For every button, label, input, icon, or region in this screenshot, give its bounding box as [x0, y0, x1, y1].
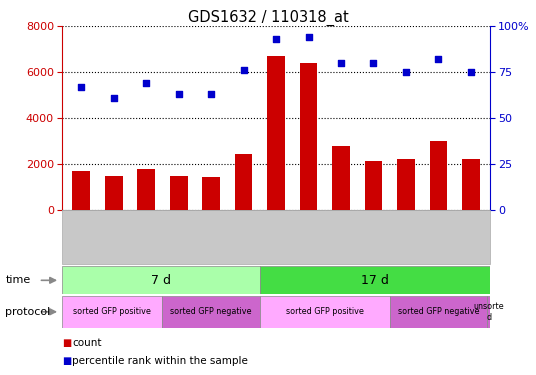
Text: GSM43203: GSM43203 — [109, 214, 118, 263]
Text: 17 d: 17 d — [361, 274, 389, 287]
Text: ■: ■ — [62, 356, 71, 366]
Point — [337, 60, 345, 66]
Bar — [162, 296, 260, 328]
Bar — [62, 296, 162, 328]
Bar — [170, 176, 188, 210]
Text: sorted GFP negative: sorted GFP negative — [170, 308, 252, 316]
Text: time: time — [5, 275, 31, 285]
Bar — [105, 176, 123, 210]
Bar — [487, 296, 490, 328]
Bar — [260, 266, 490, 294]
Bar — [462, 159, 480, 210]
Bar — [202, 177, 220, 210]
Text: GSM43226: GSM43226 — [337, 214, 346, 263]
Point — [272, 36, 280, 42]
Bar — [429, 141, 448, 210]
Text: count: count — [72, 338, 102, 348]
Bar — [332, 146, 350, 210]
Text: sorted GFP negative: sorted GFP negative — [398, 308, 479, 316]
Bar — [137, 169, 155, 210]
Bar — [364, 160, 382, 210]
Point — [77, 84, 85, 90]
Text: unsorte
d: unsorte d — [473, 302, 504, 321]
Text: GSM43210: GSM43210 — [142, 214, 151, 263]
Text: GSM43220: GSM43220 — [466, 214, 475, 263]
Point — [401, 69, 410, 75]
Bar — [62, 266, 260, 294]
Text: sorted GFP positive: sorted GFP positive — [73, 308, 151, 316]
Point — [434, 56, 443, 62]
Text: percentile rank within the sample: percentile rank within the sample — [72, 356, 248, 366]
Text: GSM43217: GSM43217 — [304, 214, 313, 263]
Text: protocol: protocol — [5, 307, 50, 317]
Bar — [235, 154, 252, 210]
Text: 7 d: 7 d — [151, 274, 171, 287]
Text: GSM43186: GSM43186 — [174, 214, 183, 264]
Point — [109, 95, 118, 101]
Point — [304, 34, 313, 40]
Point — [142, 80, 151, 86]
Bar — [390, 296, 487, 328]
Text: sorted GFP positive: sorted GFP positive — [286, 308, 364, 316]
Text: ■: ■ — [62, 338, 71, 348]
Text: GDS1632 / 110318_at: GDS1632 / 110318_at — [188, 9, 348, 26]
Bar — [72, 171, 90, 210]
Point — [467, 69, 475, 75]
Point — [239, 68, 248, 74]
Point — [369, 60, 378, 66]
Text: GSM43207: GSM43207 — [239, 214, 248, 263]
Bar — [300, 63, 317, 210]
Text: GSM43200: GSM43200 — [206, 214, 215, 263]
Text: GSM43214: GSM43214 — [401, 214, 411, 263]
Text: GSM43193: GSM43193 — [369, 214, 378, 264]
Text: GSM43223: GSM43223 — [434, 214, 443, 263]
Bar — [267, 56, 285, 210]
Point — [174, 91, 183, 97]
Bar — [397, 159, 415, 210]
Point — [207, 91, 215, 97]
Text: GSM43189: GSM43189 — [77, 214, 86, 264]
Text: GSM43196: GSM43196 — [272, 214, 280, 264]
Bar — [260, 296, 390, 328]
